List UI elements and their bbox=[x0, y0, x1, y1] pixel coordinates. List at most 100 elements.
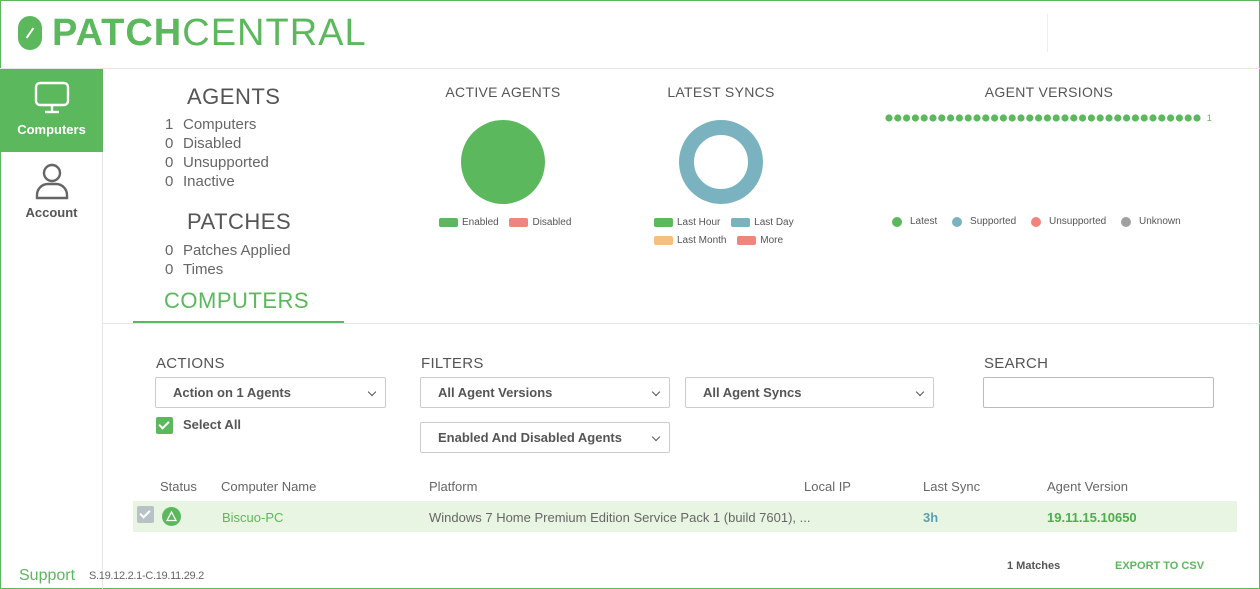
bar-dot-latest bbox=[973, 114, 981, 122]
column-header-last-sync[interactable]: Last Sync bbox=[923, 479, 981, 494]
agent-versions-filter[interactable]: All Agent Versions bbox=[420, 377, 670, 408]
search-label: SEARCH bbox=[984, 355, 1049, 372]
stat-count: 0 bbox=[165, 242, 174, 259]
search-input[interactable] bbox=[983, 377, 1214, 408]
brand-name-bold: PATCH bbox=[52, 12, 183, 54]
legend-item-unknown[interactable]: Unknown bbox=[1121, 216, 1181, 227]
agent-versions-chart-title: AGENT VERSIONS bbox=[984, 84, 1114, 100]
agent-versions-dot-bar: 1 bbox=[885, 113, 1212, 123]
legend-swatch bbox=[439, 218, 458, 227]
select-all-checkbox[interactable] bbox=[156, 417, 173, 434]
bar-dot-latest bbox=[1061, 114, 1069, 122]
filters-label: FILTERS bbox=[421, 355, 484, 372]
legend-item-latest[interactable]: Latest bbox=[892, 216, 937, 227]
column-header-agent-version[interactable]: Agent Version bbox=[1047, 479, 1128, 494]
bar-dot-latest bbox=[1140, 114, 1148, 122]
bar-dot-latest bbox=[1193, 114, 1201, 122]
legend-label: Enabled bbox=[462, 217, 499, 228]
legend-item-more[interactable]: More bbox=[737, 235, 783, 246]
stat-count: 0 bbox=[165, 135, 174, 152]
legend-label: Latest bbox=[910, 216, 938, 227]
stat-label: Inactive bbox=[183, 173, 235, 190]
bar-dot-latest bbox=[1096, 114, 1104, 122]
chevron-down-icon bbox=[915, 387, 925, 397]
status-warning-icon bbox=[162, 507, 181, 526]
stat-label: Times bbox=[183, 261, 224, 278]
brand-name-light: CENTRAL bbox=[182, 12, 367, 54]
legend-label: Last Hour bbox=[677, 217, 721, 228]
bar-dot-latest bbox=[1175, 114, 1183, 122]
pie-slice-last-day[interactable] bbox=[679, 120, 763, 204]
export-csv-button[interactable]: EXPORT TO CSV bbox=[1115, 560, 1205, 572]
stat-label: Unsupported bbox=[183, 154, 269, 171]
legend-item-enabled[interactable]: Enabled bbox=[439, 217, 499, 228]
bar-dot-latest bbox=[1052, 114, 1060, 122]
action-select-value: Action on 1 Agents bbox=[173, 385, 291, 400]
stat-label: Disabled bbox=[183, 135, 242, 152]
legend-item-unsupported[interactable]: Unsupported bbox=[1030, 216, 1106, 227]
brand-logo[interactable]: PATCHCENTRAL bbox=[52, 12, 367, 55]
bar-dot-latest bbox=[1087, 114, 1095, 122]
legend-label: Supported bbox=[970, 216, 1017, 227]
bar-dot-latest bbox=[1070, 114, 1078, 122]
computer-name-link[interactable]: Biscuo-PC bbox=[222, 510, 284, 525]
legend-item-last-day[interactable]: Last Day bbox=[731, 217, 794, 228]
bar-dot-latest bbox=[1079, 114, 1087, 122]
stat-label: Patches Applied bbox=[183, 242, 291, 259]
bar-dot-latest bbox=[982, 114, 990, 122]
legend-swatch bbox=[737, 236, 757, 245]
agent-versions-filter-value: All Agent Versions bbox=[438, 385, 553, 400]
tab-divider bbox=[103, 323, 1260, 324]
pie-slice-enabled[interactable] bbox=[461, 120, 545, 204]
table-row[interactable] bbox=[133, 501, 1237, 532]
bar-dot-latest bbox=[885, 114, 893, 122]
bar-dot-latest bbox=[938, 114, 946, 122]
tab-active-underline bbox=[133, 321, 344, 324]
latest-syncs-legend: Last Hour Last Day bbox=[654, 217, 802, 230]
bar-dot-latest bbox=[920, 114, 928, 122]
latest-syncs-chart-title: LATEST SYNCS bbox=[667, 84, 775, 100]
legend-item-last-month[interactable]: Last Month bbox=[654, 235, 726, 246]
bar-dot-latest bbox=[903, 114, 911, 122]
select-all-label[interactable]: Select All bbox=[183, 417, 242, 432]
bar-dot-latest bbox=[894, 114, 902, 122]
legend-dot bbox=[892, 216, 902, 227]
agent-syncs-filter-value: All Agent Syncs bbox=[703, 385, 802, 400]
tab-computers[interactable]: COMPUTERS bbox=[164, 288, 310, 313]
bar-dot-latest bbox=[991, 114, 999, 122]
sidebar-item-account[interactable]: Account bbox=[0, 152, 103, 235]
patches-title: PATCHES bbox=[187, 209, 292, 234]
monitor-icon bbox=[34, 81, 70, 114]
bar-dot-latest bbox=[929, 114, 937, 122]
stat-row-disabled: 0 Disabled bbox=[165, 135, 241, 152]
action-select[interactable]: Action on 1 Agents bbox=[155, 377, 386, 408]
sidebar-item-computers[interactable]: Computers bbox=[0, 69, 103, 152]
legend-item-supported[interactable]: Supported bbox=[952, 216, 1016, 227]
stat-label: Computers bbox=[183, 116, 257, 133]
header-divider bbox=[1047, 14, 1048, 52]
agent-syncs-filter[interactable]: All Agent Syncs bbox=[685, 377, 934, 408]
bar-dot-latest bbox=[1123, 114, 1131, 122]
active-agents-legend: Enabled Disabled bbox=[439, 217, 579, 230]
platform-cell: Windows 7 Home Premium Edition Service P… bbox=[429, 510, 811, 525]
column-header-local-ip[interactable]: Local IP bbox=[804, 479, 851, 494]
row-checkbox[interactable] bbox=[137, 506, 154, 523]
sidebar-item-label: Account bbox=[25, 205, 78, 220]
legend-dot bbox=[952, 216, 963, 227]
actions-label: ACTIONS bbox=[156, 355, 225, 372]
legend-dot bbox=[1121, 216, 1132, 227]
legend-dot bbox=[1030, 216, 1041, 227]
bar-dot-latest bbox=[999, 114, 1007, 122]
column-header-status[interactable]: Status bbox=[160, 479, 197, 494]
support-link[interactable]: Support bbox=[19, 567, 76, 584]
enabled-agents-filter[interactable]: Enabled And Disabled Agents bbox=[420, 422, 670, 453]
column-header-computer-name[interactable]: Computer Name bbox=[221, 479, 317, 494]
column-header-platform[interactable]: Platform bbox=[429, 479, 478, 494]
legend-item-disabled[interactable]: Disabled bbox=[509, 217, 571, 228]
sidebar-item-label: Computers bbox=[17, 122, 86, 137]
agents-title: AGENTS bbox=[187, 84, 281, 109]
legend-swatch bbox=[654, 236, 673, 245]
legend-item-last-hour[interactable]: Last Hour bbox=[654, 217, 720, 228]
bar-dot-latest bbox=[947, 114, 955, 122]
latest-syncs-donut-chart bbox=[679, 120, 763, 204]
